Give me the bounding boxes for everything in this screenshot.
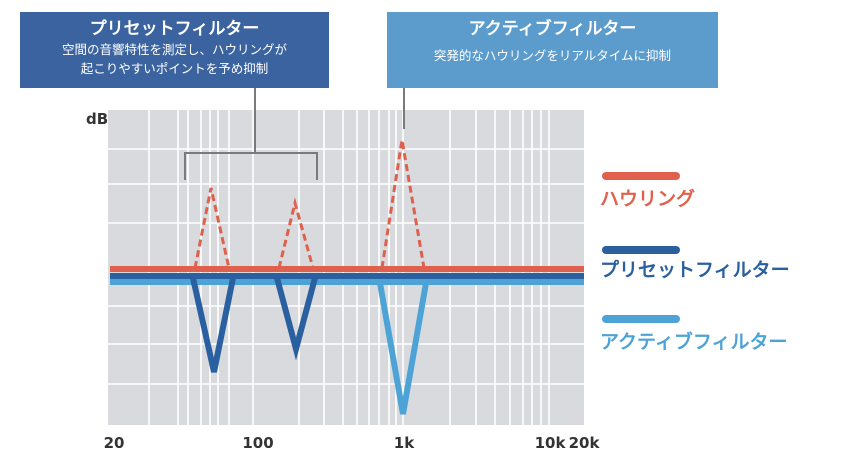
preset-filter-callout-title: プリセットフィルター	[89, 19, 260, 39]
legend-howling-swatch	[602, 172, 680, 180]
horizontal-grid-lines	[108, 148, 584, 385]
legend-active-label: アクティブフィルター	[600, 331, 788, 353]
preset-filter-callout-desc-line1: 空間の音響特性を測定し、ハウリングが	[61, 42, 287, 57]
legend-preset-swatch	[602, 246, 680, 254]
howling-peak-1	[193, 187, 231, 269]
preset-callout-bracket	[184, 88, 318, 180]
active-filter-notch	[377, 282, 429, 415]
preset-notch-2	[274, 277, 318, 361]
x-tick-100: 100	[242, 434, 274, 452]
preset-filter-callout-desc-line2: 起こりやすいポイントを予め抑制	[80, 61, 269, 76]
x-tick-20k: 20k	[568, 434, 600, 452]
x-tick-1k: 1k	[393, 434, 415, 452]
preset-filter-callout: プリセットフィルター 空間の音響特性を測定し、ハウリングが 起こりやすいポイント…	[20, 12, 329, 88]
howling-peaks	[193, 139, 426, 269]
legend-howling-label: ハウリング	[600, 188, 696, 210]
preset-notch-1	[190, 277, 236, 373]
legend-active-swatch	[602, 315, 680, 323]
active-filter-callout: アクティブフィルター 突発的なハウリングをリアルタイムに抑制	[387, 12, 718, 88]
x-tick-10k: 10k	[534, 434, 566, 452]
howling-peak-2	[277, 197, 315, 269]
active-filter-callout-title: アクティブフィルター	[468, 19, 637, 39]
legend-preset-label: プリセットフィルター	[600, 259, 790, 281]
x-tick-20: 20	[103, 434, 125, 452]
active-filter-callout-desc: 突発的なハウリングをリアルタイムに抑制	[433, 48, 672, 63]
y-axis-label: dB	[86, 110, 109, 128]
preset-filter-notches	[190, 277, 318, 373]
